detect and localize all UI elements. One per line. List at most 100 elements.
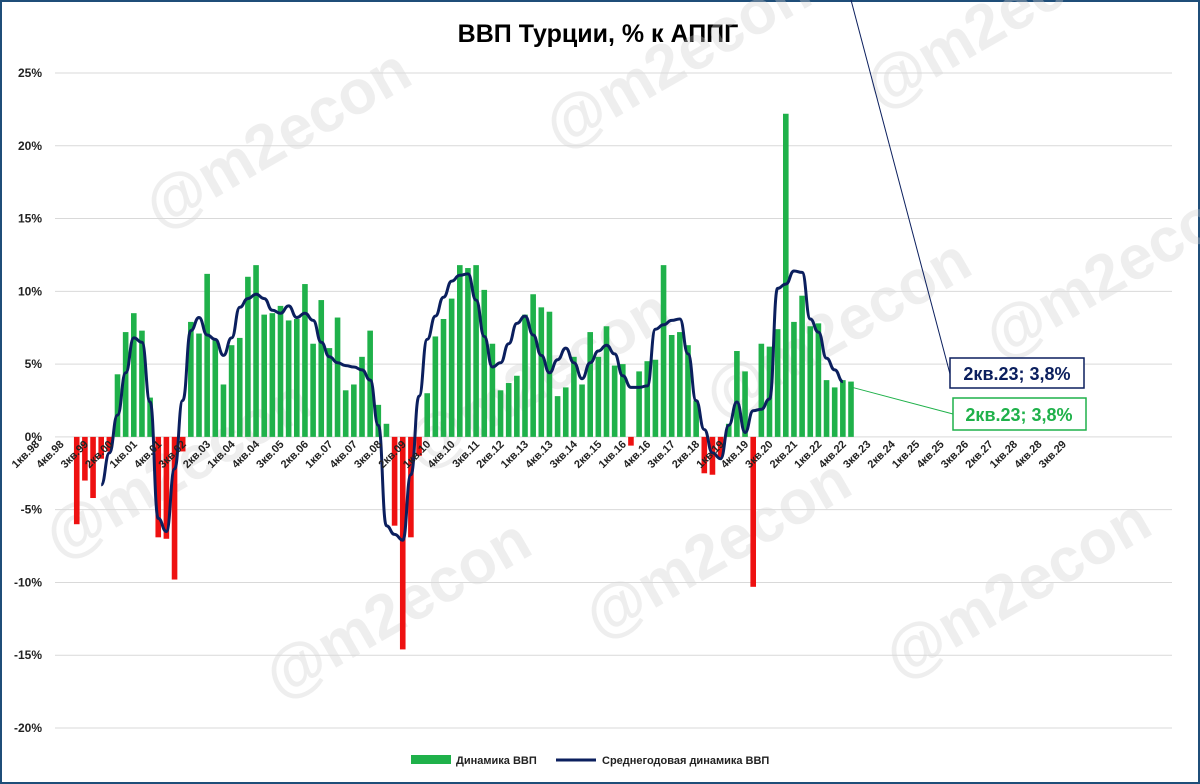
bar — [644, 361, 651, 437]
line-callout-box — [949, 357, 1085, 389]
bar-series — [73, 113, 854, 650]
bar — [342, 390, 349, 437]
watermark-text: @m2econ — [853, 0, 1143, 122]
watermark-text: @m2econ — [133, 35, 423, 242]
bar — [685, 345, 691, 437]
bar — [432, 336, 439, 437]
bar — [571, 356, 577, 437]
bar — [155, 436, 162, 538]
bar — [815, 323, 822, 437]
bar — [261, 314, 267, 437]
bar — [725, 423, 732, 437]
bar — [245, 276, 251, 437]
bar — [709, 436, 716, 475]
bar — [562, 387, 569, 437]
bar — [212, 339, 219, 437]
bar — [90, 436, 96, 499]
bar — [734, 351, 740, 437]
bar — [579, 384, 585, 437]
bar — [440, 318, 447, 437]
bar — [668, 335, 675, 437]
bar — [285, 320, 292, 437]
gridlines — [55, 72, 1172, 729]
bar — [383, 423, 390, 437]
bar — [408, 436, 414, 538]
legend-line-label: Среднегодовая динамика ВВП — [602, 755, 769, 767]
bar — [660, 265, 667, 437]
bar — [375, 404, 382, 437]
bar-callout-label: 2кв.23; 3,8% — [965, 405, 1072, 425]
bar — [122, 332, 129, 437]
bar — [628, 436, 634, 446]
bar — [750, 436, 756, 587]
bar — [848, 381, 854, 437]
y-tick-label: -15% — [14, 648, 42, 662]
bar — [82, 436, 88, 481]
bar — [766, 346, 773, 437]
y-tick-label: 25% — [18, 66, 42, 80]
bar — [196, 333, 202, 437]
bar — [139, 330, 145, 437]
y-tick-label: -10% — [14, 575, 42, 589]
average-line — [99, 269, 844, 542]
bar — [611, 365, 618, 437]
bar — [693, 400, 699, 437]
line-series — [99, 269, 844, 542]
bar — [98, 436, 104, 459]
bar — [489, 343, 496, 437]
bar — [73, 436, 80, 525]
bar — [399, 436, 406, 650]
bar — [465, 268, 471, 437]
y-tick-label: -20% — [14, 721, 42, 735]
bar — [457, 265, 463, 437]
bar — [840, 380, 846, 437]
bar — [147, 397, 153, 437]
bar — [131, 313, 137, 437]
bar — [359, 356, 365, 437]
line-callout-label: 2кв.23; 3,8% — [963, 364, 1070, 384]
bar — [106, 436, 113, 452]
chart-title: ВВП Турции, % к АППГ — [457, 20, 739, 48]
bar — [554, 396, 561, 437]
bar — [505, 383, 512, 437]
bar — [522, 314, 528, 437]
y-tick-label: 5% — [25, 357, 43, 371]
bar — [497, 390, 504, 437]
bar — [807, 326, 814, 437]
watermark-text: @m2econ — [573, 445, 863, 652]
bar — [603, 326, 610, 437]
bar — [114, 374, 121, 437]
bar — [473, 265, 479, 437]
watermark-text: @m2econ — [533, 0, 823, 162]
bar — [326, 348, 333, 437]
bar — [587, 332, 593, 437]
y-tick-label: -5% — [21, 503, 43, 517]
bar — [546, 311, 553, 437]
bar — [620, 364, 626, 437]
bar — [228, 345, 235, 437]
bar — [179, 436, 186, 452]
bar — [236, 337, 243, 437]
bar — [416, 436, 422, 456]
x-tick-label: 3кв.29 — [1037, 439, 1069, 471]
bar — [310, 343, 316, 437]
legend-bar-label: Динамика ВВП — [456, 755, 537, 767]
bar — [530, 294, 536, 437]
bar — [717, 436, 724, 458]
bar — [188, 321, 194, 437]
watermark-text: @m2econ — [873, 485, 1163, 692]
bar — [269, 313, 276, 437]
y-axis-ticks: 25% 20% 15% 10% 5% 0% -5% -10% -15% -20% — [14, 66, 42, 735]
bar — [391, 436, 398, 526]
bar — [742, 371, 748, 437]
bar — [277, 305, 284, 437]
bar — [701, 436, 708, 474]
legend-bar-swatch — [411, 755, 451, 764]
bar — [823, 380, 830, 437]
bar — [351, 384, 357, 437]
y-tick-label: 10% — [18, 284, 42, 298]
bar — [783, 113, 789, 437]
bar — [481, 289, 488, 437]
callout-leader — [852, 387, 954, 415]
